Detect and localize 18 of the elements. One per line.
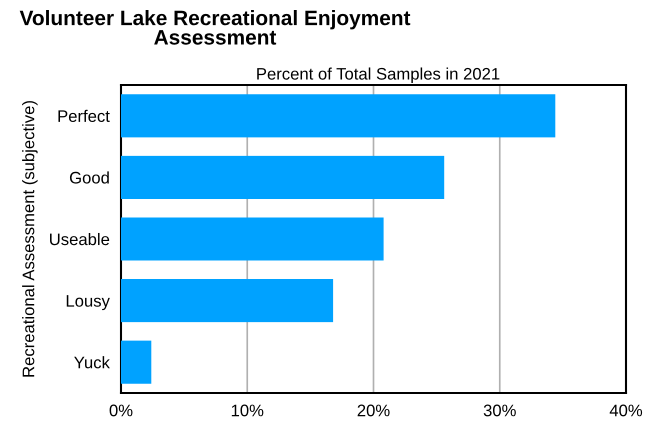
chart-title: Volunteer Lake Recreational Enjoyment Assessment [20,10,410,45]
bar [121,340,152,384]
y-tick-label: Yuck [74,356,110,368]
bar [121,94,556,138]
y-tick-label: Good [70,171,109,184]
y-tick-label: Perfect [58,110,110,122]
bar [121,217,384,261]
chart-subtitle: Percent of Total Samples in 2021 [257,67,500,83]
x-tick-label: 20% [358,404,390,416]
x-tick-label: 30% [484,404,516,416]
y-tick-label: Lousy [66,295,110,310]
y-tick-label: Useable [50,232,110,246]
bar [121,279,334,322]
x-tick-label: 0% [110,404,132,416]
x-tick-label: 40% [610,404,642,416]
y-axis-title: Recreational Assessment (subjective) [22,101,38,377]
x-tick-label: 10% [232,404,264,416]
bar [121,156,444,199]
